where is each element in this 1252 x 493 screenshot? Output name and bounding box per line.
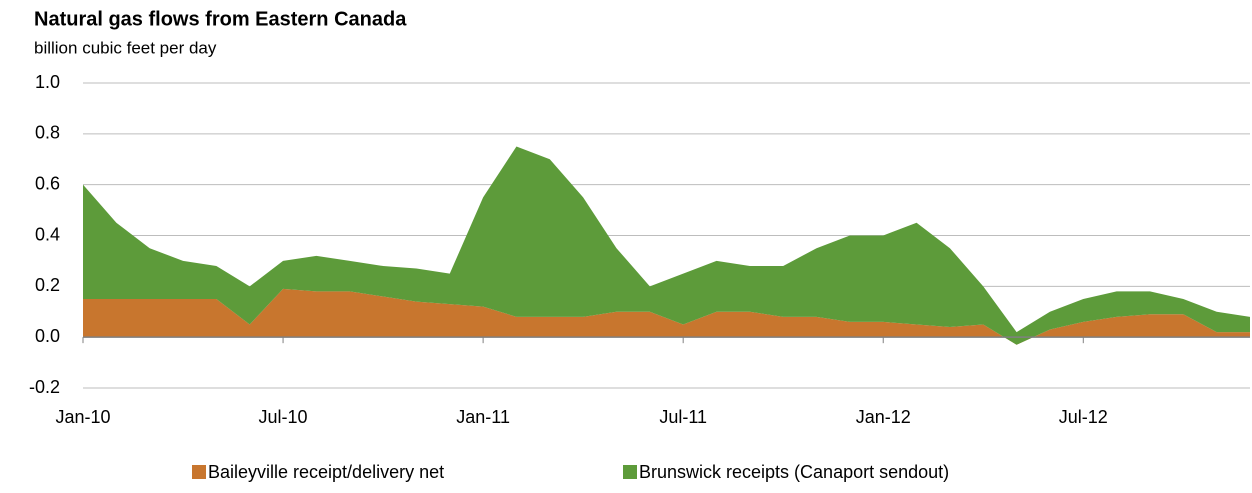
x-tick-label: Jan-11 bbox=[456, 407, 510, 427]
area bbox=[83, 146, 1250, 345]
chart-title: Natural gas flows from Eastern Canada bbox=[34, 8, 407, 30]
x-tick-label: Jan-12 bbox=[856, 407, 911, 427]
y-tick-label: -0.2 bbox=[29, 377, 60, 397]
legend-swatch bbox=[623, 465, 637, 479]
x-tick-label: Jul-11 bbox=[659, 407, 707, 427]
chart-subtitle: billion cubic feet per day bbox=[34, 38, 217, 57]
y-tick-label: 0.2 bbox=[35, 275, 60, 295]
legend-label: Baileyville receipt/delivery net bbox=[208, 462, 444, 482]
x-tick-label: Jul-10 bbox=[259, 407, 308, 427]
y-tick-label: 0.4 bbox=[35, 224, 60, 244]
y-tick-label: 1.0 bbox=[35, 72, 60, 92]
area bbox=[83, 288, 1250, 345]
x-tick-label: Jan-10 bbox=[55, 407, 110, 427]
legend-label: Brunswick receipts (Canaport sendout) bbox=[639, 462, 949, 482]
y-tick-label: 0.0 bbox=[35, 326, 60, 346]
y-tick-label: 0.8 bbox=[35, 123, 60, 143]
x-tick-label: Jul-12 bbox=[1059, 407, 1108, 427]
y-tick-label: 0.6 bbox=[35, 173, 60, 193]
legend-swatch bbox=[192, 465, 206, 479]
